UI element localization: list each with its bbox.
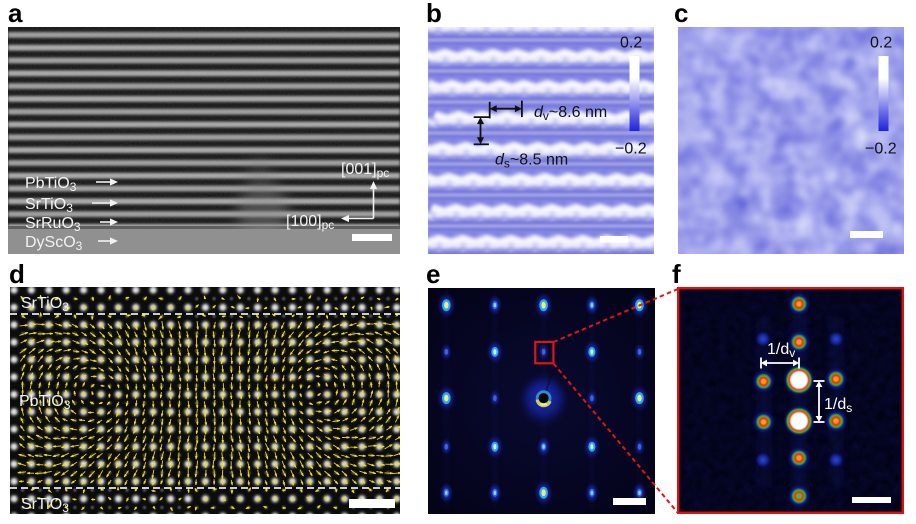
svg-text:PbTiO3: PbTiO3: [25, 175, 77, 194]
svg-text:[001]pc: [001]pc: [341, 161, 389, 180]
svg-text:0.2: 0.2: [620, 35, 642, 52]
svg-text:SrRuO3: SrRuO3: [25, 215, 81, 234]
svg-text:−0.2: −0.2: [615, 141, 647, 158]
svg-text:1/dv: 1/dv: [767, 341, 795, 360]
svg-text:−0.2: −0.2: [865, 141, 897, 158]
svg-text:SrTiO3: SrTiO3: [21, 496, 69, 514]
svg-text:SrTiO3: SrTiO3: [25, 196, 73, 215]
svg-text:1/ds: 1/ds: [824, 396, 852, 415]
svg-text:0.2: 0.2: [870, 35, 892, 52]
svg-text:SrTiO3: SrTiO3: [21, 295, 69, 314]
svg-text:PbTiO3: PbTiO3: [19, 393, 71, 412]
svg-text:dv~8.6 nm: dv~8.6 nm: [534, 104, 607, 123]
svg-text:DyScO3: DyScO3: [25, 234, 83, 253]
svg-text:[100]pc: [100]pc: [286, 213, 334, 232]
svg-text:ds~8.5 nm: ds~8.5 nm: [495, 152, 568, 171]
